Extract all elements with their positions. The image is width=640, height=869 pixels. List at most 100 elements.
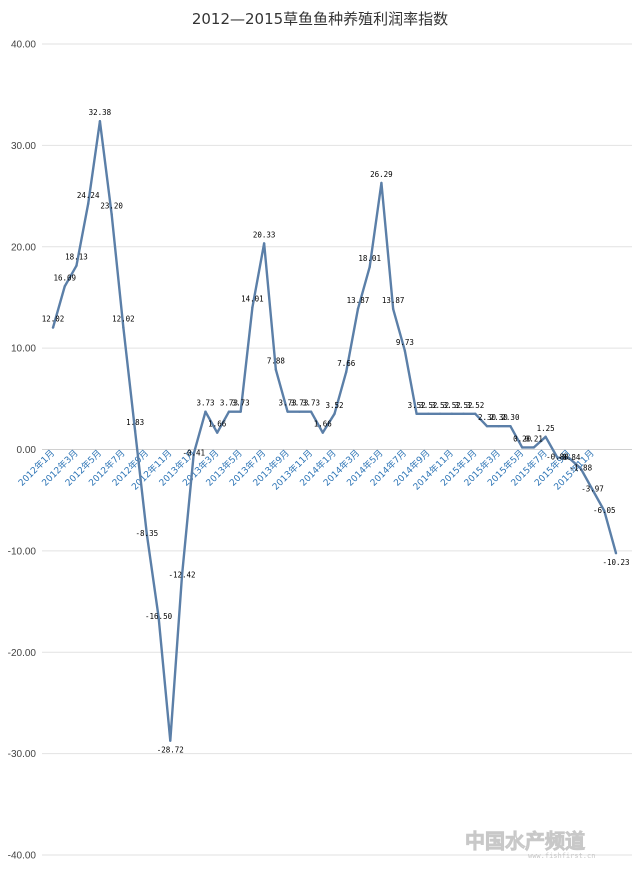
data-label: 3.52 [325,401,343,410]
data-label: 7.88 [267,357,286,366]
y-tick-label: -30.00 [8,749,37,760]
data-point [75,264,78,267]
data-label: 18.13 [65,253,88,262]
data-label: 20.33 [253,230,276,239]
y-tick-label: 30.00 [11,141,36,152]
data-label: 3.52 [431,401,449,410]
data-point [262,242,266,245]
data-point [216,431,219,434]
data-point [427,412,430,416]
data-label: 1.83 [126,418,144,427]
data-point [298,410,301,413]
data-point [603,509,606,513]
data-label: 3.73 [220,399,238,408]
data-point [86,202,90,205]
data-label: 9.73 [396,338,414,347]
data-point [356,307,360,311]
data-label: 1.25 [537,424,555,433]
series-layer [51,120,618,742]
data-point [497,424,500,428]
y-tick-label: -10.00 [8,546,37,557]
y-tick-label: 10.00 [11,344,36,355]
chart-title: 2012—2015草鱼鱼种养殖利润率指数 [192,10,448,28]
data-point [474,412,477,416]
data-label: 18.01 [358,254,381,263]
data-label: -16.50 [145,612,173,621]
data-point [391,307,395,311]
watermark-subtext: www.fishfirst.cn [528,852,595,860]
data-label: 2.30 [478,413,497,422]
data-label: 1.66 [314,420,333,429]
data-point [544,435,547,439]
data-point [145,532,149,536]
data-point [415,412,418,416]
data-label: 1.66 [208,420,227,429]
data-labels: 12.02 16.09 18.13 24.24 32.38 23.20 12.02 1.83 -… [42,108,630,754]
data-point [251,306,254,309]
data-label: 0.20 [513,434,532,443]
data-label: 3.73 [196,399,214,408]
data-point [133,429,137,433]
data-point [51,326,55,329]
data-point [532,446,536,449]
data-label: 32.38 [89,108,112,117]
data-label: 7.66 [337,359,356,368]
data-label: 3.52 [443,401,461,410]
data-point [333,412,336,416]
data-label: 12.02 [42,315,65,324]
data-point [556,456,559,459]
data-point [309,410,313,413]
data-label: 3.73 [290,399,308,408]
data-point [591,488,594,491]
data-point [567,456,571,460]
data-label: 0.21 [525,434,543,443]
data-label: -8.35 [136,529,159,538]
y-tick-label: 0.00 [17,445,37,456]
data-label: -12.42 [168,570,195,579]
data-label: 24.24 [77,191,100,200]
data-label: 13.87 [382,296,405,305]
data-label: -0.80 [546,453,569,462]
data-point [462,412,465,416]
data-point [345,370,348,374]
data-point [274,368,278,371]
data-point [485,424,489,428]
watermark-text: 中国水产频道 [465,829,585,853]
data-point [438,412,442,416]
data-point [368,265,371,269]
y-tick-label: 20.00 [11,242,36,253]
data-label: -0.84 [558,453,581,462]
data-point [157,615,160,618]
data-label: 23.20 [100,201,123,210]
y-tick-label: 40.00 [11,40,36,51]
y-axis-tick-labels: 40.00 30.00 20.00 10.00 0.00 -10.00 -20.00 -30.… [8,40,37,862]
data-point [450,412,453,416]
gridlines [42,43,632,856]
data-point [614,552,618,555]
y-tick-label: -20.00 [8,648,37,659]
data-label: -28.72 [157,746,184,755]
data-label: 14.01 [241,294,264,303]
data-point [579,467,583,470]
data-point [380,181,383,185]
data-label: -1.88 [570,464,593,473]
data-point [180,574,184,577]
data-point [63,285,66,288]
data-label: 26.29 [370,170,393,179]
data-point [204,410,207,413]
data-label: 3.73 [279,399,297,408]
data-point [98,120,102,123]
data-label: 3.52 [454,401,472,410]
data-label: -10.23 [602,558,629,567]
data-label: 12.02 [112,315,135,324]
data-label: 3.73 [232,399,250,408]
data-point [286,410,289,413]
data-label: 3.73 [302,399,320,408]
data-label: -3.97 [581,485,604,494]
data-label: 16.09 [53,273,76,282]
watermark: 中国水产频道 www.fishfirst.cn [465,829,596,860]
data-point [509,424,512,428]
data-label: 3.52 [419,401,437,410]
data-point [192,452,195,455]
